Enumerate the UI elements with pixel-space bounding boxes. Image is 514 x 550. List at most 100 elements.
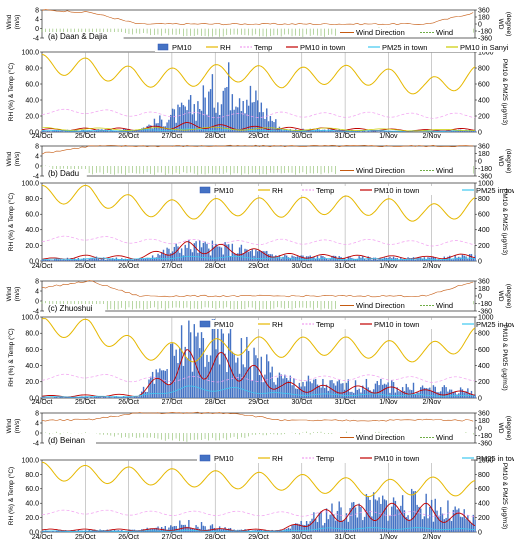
pm10-bar bbox=[180, 248, 183, 261]
pm10-bar bbox=[278, 372, 281, 398]
rh-line bbox=[41, 184, 476, 222]
pm10-bar bbox=[141, 258, 143, 261]
pm10-bar bbox=[267, 254, 270, 261]
pm10-bar bbox=[160, 252, 163, 261]
pm10-bar bbox=[170, 343, 172, 398]
main-y-right-tick-label: 800 bbox=[478, 196, 490, 203]
temp-legend-label: Temp bbox=[316, 454, 334, 463]
pm10-bar bbox=[362, 130, 364, 132]
wd-y-tick-label: -180 bbox=[478, 433, 492, 440]
pm10-bar bbox=[387, 131, 389, 132]
pm10-bar bbox=[208, 91, 210, 132]
pm10-bar bbox=[410, 131, 413, 132]
pm10-bar bbox=[124, 396, 127, 398]
pm10-bar bbox=[329, 258, 331, 261]
x-tick-label: 1/Nov bbox=[379, 263, 398, 270]
main-y-right-tick-label: 600 bbox=[478, 486, 490, 493]
pm10-bar bbox=[349, 257, 351, 261]
pm10-town-line bbox=[41, 502, 476, 532]
pm10-bar bbox=[325, 508, 328, 532]
main-left-axis-label: RH (%) & Temp (°C) bbox=[7, 193, 15, 251]
pm10-bar bbox=[314, 258, 317, 261]
wind-direction-legend-label: Wind Direction bbox=[356, 433, 405, 442]
pm10-bar bbox=[430, 257, 433, 261]
pm10-bar bbox=[354, 507, 357, 532]
main-y-tick-label: 20.0 bbox=[25, 243, 39, 250]
wind-legend-label: Wind bbox=[436, 433, 453, 442]
pm10-bar bbox=[177, 246, 179, 261]
pm10-bar bbox=[246, 249, 248, 261]
pm10-bar bbox=[369, 257, 371, 261]
main-y-right-tick-label: 400 bbox=[478, 227, 490, 234]
wind-axis-unit: (m/s) bbox=[14, 419, 21, 434]
wind-y-tick-label: 0 bbox=[35, 163, 39, 170]
pm10-bar bbox=[331, 503, 333, 532]
pm10-bar bbox=[226, 372, 228, 398]
pm10-bar bbox=[148, 379, 150, 398]
pm10-bar bbox=[64, 397, 67, 398]
pm10-bar bbox=[365, 259, 368, 261]
wind-y-tick-label: 8 bbox=[35, 278, 39, 285]
wd-y-tick-label: 180 bbox=[478, 286, 490, 293]
wind-axis-label: Wind bbox=[6, 418, 13, 433]
pm10-bar bbox=[474, 130, 476, 132]
pm10-bar bbox=[188, 519, 190, 532]
pm10-bar bbox=[273, 382, 275, 398]
pm10-bar bbox=[226, 529, 228, 532]
pm10-bar bbox=[383, 499, 386, 532]
pm10-bar bbox=[126, 259, 128, 261]
main-y-tick-label: 40.0 bbox=[25, 363, 39, 370]
wind-direction-legend-label: Wind Direction bbox=[356, 301, 405, 310]
main-y-tick-label: 100.0 bbox=[21, 180, 39, 187]
pm10-bar bbox=[79, 259, 81, 261]
pm10-bar bbox=[137, 130, 139, 132]
wind-y-tick-label: 4 bbox=[35, 288, 39, 295]
pm10-bar bbox=[112, 397, 114, 398]
pm10-bar bbox=[77, 131, 80, 132]
pm10-bar bbox=[229, 110, 232, 132]
x-tick-label: 2/Nov bbox=[423, 534, 442, 541]
pm10-bar bbox=[266, 108, 268, 132]
pm10-bar bbox=[465, 518, 467, 532]
temp-line bbox=[41, 108, 476, 119]
pm10-bar bbox=[164, 254, 166, 261]
pm10-bar bbox=[244, 113, 246, 132]
wind-legend-bg bbox=[338, 28, 473, 37]
pm10-bar bbox=[452, 391, 455, 398]
pm10-bar bbox=[296, 131, 299, 132]
pm10-bar bbox=[133, 396, 136, 398]
pm10-bar bbox=[215, 529, 217, 532]
pm10-bar bbox=[63, 131, 65, 132]
pm10-bar bbox=[55, 258, 58, 261]
pm10-bar bbox=[325, 384, 328, 398]
wd-axis-unit: (degree) bbox=[505, 284, 512, 309]
pm10-bar bbox=[88, 258, 90, 261]
main-legend-bg bbox=[197, 454, 471, 463]
pm10-bar bbox=[425, 259, 427, 261]
pm10-bar bbox=[224, 527, 226, 532]
pm10-bar bbox=[110, 397, 112, 398]
pm10-bar bbox=[235, 253, 237, 261]
pm10-bar bbox=[128, 529, 130, 532]
pm10-bar bbox=[439, 507, 442, 532]
wd-y-tick-label: 180 bbox=[478, 14, 490, 21]
pm10-bar bbox=[396, 387, 398, 398]
pm10-bar bbox=[314, 130, 317, 132]
pm10-bar bbox=[304, 525, 306, 532]
pm10-bar bbox=[354, 258, 357, 261]
pm10-bar bbox=[41, 259, 43, 261]
pm10-bar bbox=[131, 397, 134, 398]
pm10-bar bbox=[160, 370, 163, 398]
pm10-bar bbox=[313, 130, 315, 132]
pm10-bar bbox=[48, 131, 51, 132]
pm10-bar bbox=[456, 394, 458, 398]
pm10-bar bbox=[345, 513, 348, 532]
pm10-bar bbox=[70, 130, 72, 132]
main-y-tick-label: 0.0 bbox=[29, 395, 39, 402]
pm10-bar bbox=[200, 522, 203, 532]
temp-legend-label: Temp bbox=[316, 320, 334, 329]
main-y-tick-label: 60.0 bbox=[25, 81, 39, 88]
pm10-bar bbox=[102, 130, 105, 132]
pm10-bar bbox=[171, 526, 174, 532]
pm10-bar bbox=[401, 495, 404, 532]
